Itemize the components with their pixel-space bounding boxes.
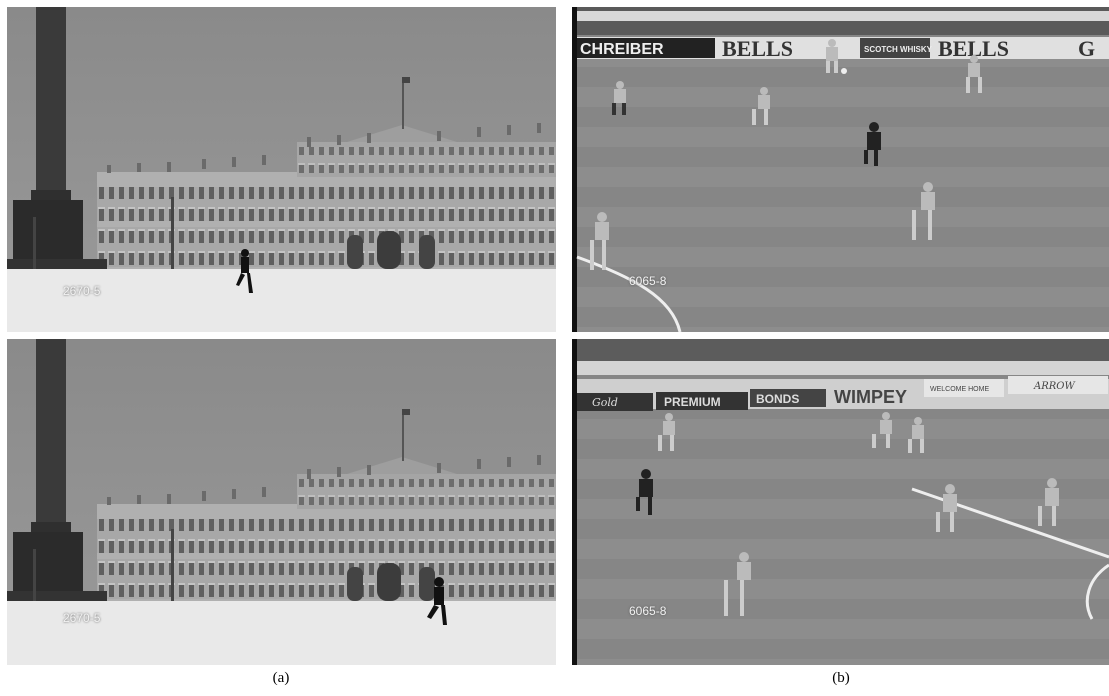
- banner-text: G: [1078, 36, 1095, 61]
- frame-code-label: 6065-8: [629, 274, 667, 288]
- winter-palace: [97, 77, 556, 272]
- running-person: [236, 249, 253, 293]
- football-players: [636, 412, 1059, 616]
- banner-text: WELCOME HOME: [930, 386, 989, 393]
- banner-text: CHREIBER: [580, 41, 664, 58]
- banner-text: WIMPEY: [834, 387, 907, 407]
- advertising-boards: Gold PREMIUM BONDS WIMPEY WELCOME HOME A…: [577, 376, 1109, 411]
- banner-text: ARROW: [1033, 381, 1075, 392]
- palace-frame-bottom: 2670-5: [7, 339, 556, 665]
- banner-text: BELLS: [722, 36, 793, 61]
- banner-text: Gold: [592, 396, 618, 409]
- advertising-boards: CHREIBER BELLS SCOTCH WHISKY BELLS G: [577, 36, 1109, 61]
- running-person: [427, 577, 447, 625]
- caption-a: (a): [272, 670, 290, 686]
- banner-text: BONDS: [756, 392, 799, 406]
- frame-code-label: 6065-8: [629, 604, 667, 618]
- football-frame-bottom: Gold PREMIUM BONDS WIMPEY WELCOME HOME A…: [572, 339, 1109, 665]
- frame-code-label: 2670-5: [63, 611, 101, 625]
- banner-text: SCOTCH WHISKY: [864, 45, 933, 54]
- palace-frame-top: 2670-5: [7, 7, 556, 332]
- football-players: [590, 39, 982, 270]
- football-frame-top: CHREIBER BELLS SCOTCH WHISKY BELLS G 606…: [572, 7, 1109, 332]
- banner-text: PREMIUM: [664, 395, 721, 409]
- caption-b: (b): [832, 670, 850, 686]
- frame-code-label: 2670-5: [63, 284, 101, 298]
